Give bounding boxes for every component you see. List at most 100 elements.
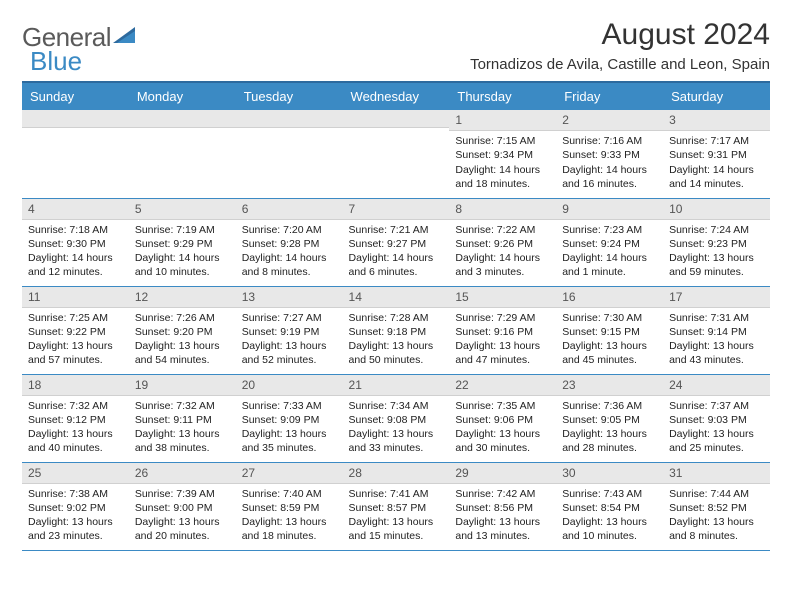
cell-body: Sunrise: 7:32 AMSunset: 9:12 PMDaylight:…	[22, 396, 129, 460]
cell-body: Sunrise: 7:27 AMSunset: 9:19 PMDaylight:…	[236, 308, 343, 372]
sunset-line: Sunset: 9:15 PM	[562, 325, 657, 339]
sunset-line: Sunset: 9:06 PM	[455, 413, 550, 427]
calendar-cell: 20 Sunrise: 7:33 AMSunset: 9:09 PMDayligh…	[236, 374, 343, 462]
day-number: 15	[449, 287, 556, 308]
daylight-line: Daylight: 13 hours and 52 minutes.	[242, 339, 337, 367]
daylight-line: Daylight: 13 hours and 15 minutes.	[349, 515, 444, 543]
day-number: 18	[22, 375, 129, 396]
column-header: Friday	[556, 82, 663, 110]
calendar-cell: 16Sunrise: 7:30 AMSunset: 9:15 PMDayligh…	[556, 286, 663, 374]
cell-body: Sunrise: 7:15 AMSunset: 9:34 PMDaylight:…	[449, 131, 556, 195]
sunset-line: Sunset: 9:31 PM	[669, 148, 764, 162]
calendar-table: SundayMondayTuesdayWednesdayThursdayFrid…	[22, 81, 770, 551]
logo-triangle-icon	[113, 25, 139, 50]
day-number: 20	[236, 375, 343, 396]
day-number: 28	[343, 463, 450, 484]
daylight-line: Daylight: 13 hours and 35 minutes.	[242, 427, 337, 455]
daylight-line: Daylight: 13 hours and 18 minutes.	[242, 515, 337, 543]
sunset-line: Sunset: 9:34 PM	[455, 148, 550, 162]
calendar-cell: 9Sunrise: 7:23 AMSunset: 9:24 PMDaylight…	[556, 198, 663, 286]
calendar-cell: 7Sunrise: 7:21 AMSunset: 9:27 PMDaylight…	[343, 198, 450, 286]
daylight-line: Daylight: 13 hours and 13 minutes.	[455, 515, 550, 543]
calendar-cell: 24Sunrise: 7:37 AMSunset: 9:03 PMDayligh…	[663, 374, 770, 462]
sunset-line: Sunset: 9:05 PM	[562, 413, 657, 427]
cell-body: Sunrise: 7:30 AMSunset: 9:15 PMDaylight:…	[556, 308, 663, 372]
sunrise-line: Sunrise: 7:38 AM	[28, 487, 123, 501]
cell-body: Sunrise: 7:31 AMSunset: 9:14 PMDaylight:…	[663, 308, 770, 372]
sunrise-line: Sunrise: 7:18 AM	[28, 223, 123, 237]
sunrise-line: Sunrise: 7:44 AM	[669, 487, 764, 501]
calendar-row: 25Sunrise: 7:38 AMSunset: 9:02 PMDayligh…	[22, 462, 770, 550]
calendar-cell: 15Sunrise: 7:29 AMSunset: 9:16 PMDayligh…	[449, 286, 556, 374]
title-block: August 2024 Tornadizos de Avila, Castill…	[470, 18, 770, 73]
sunrise-line: Sunrise: 7:40 AM	[242, 487, 337, 501]
sunrise-line: Sunrise: 7:26 AM	[135, 311, 230, 325]
daylight-line: Daylight: 13 hours and 38 minutes.	[135, 427, 230, 455]
cell-body: Sunrise: 7:16 AMSunset: 9:33 PMDaylight:…	[556, 131, 663, 195]
day-number: 3	[663, 110, 770, 131]
day-number: 27	[236, 463, 343, 484]
sunrise-line: Sunrise: 7:34 AM	[349, 399, 444, 413]
cell-body: Sunrise: 7:18 AMSunset: 9:30 PMDaylight:…	[22, 220, 129, 284]
location: Tornadizos de Avila, Castille and Leon, …	[470, 56, 770, 73]
sunset-line: Sunset: 9:19 PM	[242, 325, 337, 339]
calendar-row: 4Sunrise: 7:18 AMSunset: 9:30 PMDaylight…	[22, 198, 770, 286]
sunset-line: Sunset: 9:28 PM	[242, 237, 337, 251]
daylight-line: Daylight: 13 hours and 45 minutes.	[562, 339, 657, 367]
cell-body: Sunrise: 7:20 AMSunset: 9:28 PMDaylight:…	[236, 220, 343, 284]
sunset-line: Sunset: 9:09 PM	[242, 413, 337, 427]
logo-text-blue: Blue	[30, 46, 82, 77]
day-number: 9	[556, 199, 663, 220]
calendar-cell: 3Sunrise: 7:17 AMSunset: 9:31 PMDaylight…	[663, 110, 770, 198]
sunrise-line: Sunrise: 7:33 AM	[242, 399, 337, 413]
day-number: 6	[236, 199, 343, 220]
sunset-line: Sunset: 9:30 PM	[28, 237, 123, 251]
empty-day-header	[343, 110, 450, 128]
day-number: 5	[129, 199, 236, 220]
sunrise-line: Sunrise: 7:17 AM	[669, 134, 764, 148]
sunset-line: Sunset: 8:54 PM	[562, 501, 657, 515]
calendar-cell: 10Sunrise: 7:24 AMSunset: 9:23 PMDayligh…	[663, 198, 770, 286]
cell-body: Sunrise: 7:17 AMSunset: 9:31 PMDaylight:…	[663, 131, 770, 195]
cell-body: Sunrise: 7:43 AMSunset: 8:54 PMDaylight:…	[556, 484, 663, 548]
daylight-line: Daylight: 14 hours and 8 minutes.	[242, 251, 337, 279]
sunset-line: Sunset: 9:33 PM	[562, 148, 657, 162]
sunrise-line: Sunrise: 7:15 AM	[455, 134, 550, 148]
calendar-cell: 26Sunrise: 7:39 AMSunset: 9:00 PMDayligh…	[129, 462, 236, 550]
cell-body: Sunrise: 7:26 AMSunset: 9:20 PMDaylight:…	[129, 308, 236, 372]
cell-body: Sunrise: 7:25 AMSunset: 9:22 PMDaylight:…	[22, 308, 129, 372]
calendar-cell: 22Sunrise: 7:35 AMSunset: 9:06 PMDayligh…	[449, 374, 556, 462]
sunrise-line: Sunrise: 7:41 AM	[349, 487, 444, 501]
daylight-line: Daylight: 13 hours and 54 minutes.	[135, 339, 230, 367]
day-number: 26	[129, 463, 236, 484]
cell-body: Sunrise: 7:19 AMSunset: 9:29 PMDaylight:…	[129, 220, 236, 284]
calendar-cell	[236, 110, 343, 198]
sunset-line: Sunset: 9:29 PM	[135, 237, 230, 251]
daylight-line: Daylight: 13 hours and 57 minutes.	[28, 339, 123, 367]
calendar-cell: 18Sunrise: 7:32 AMSunset: 9:12 PMDayligh…	[22, 374, 129, 462]
day-number: 1	[449, 110, 556, 131]
calendar-cell	[129, 110, 236, 198]
cell-body: Sunrise: 7:44 AMSunset: 8:52 PMDaylight:…	[663, 484, 770, 548]
cell-body: Sunrise: 7:22 AMSunset: 9:26 PMDaylight:…	[449, 220, 556, 284]
sunset-line: Sunset: 9:18 PM	[349, 325, 444, 339]
sunset-line: Sunset: 9:22 PM	[28, 325, 123, 339]
sunset-line: Sunset: 9:14 PM	[669, 325, 764, 339]
day-number: 8	[449, 199, 556, 220]
cell-body: Sunrise: 7:34 AMSunset: 9:08 PMDaylight:…	[343, 396, 450, 460]
calendar-cell: 17Sunrise: 7:31 AMSunset: 9:14 PMDayligh…	[663, 286, 770, 374]
day-number: 2	[556, 110, 663, 131]
cell-body: Sunrise: 7:23 AMSunset: 9:24 PMDaylight:…	[556, 220, 663, 284]
calendar-cell: 1Sunrise: 7:15 AMSunset: 9:34 PMDaylight…	[449, 110, 556, 198]
calendar-cell: 6Sunrise: 7:20 AMSunset: 9:28 PMDaylight…	[236, 198, 343, 286]
calendar-header-row: SundayMondayTuesdayWednesdayThursdayFrid…	[22, 82, 770, 110]
daylight-line: Daylight: 13 hours and 40 minutes.	[28, 427, 123, 455]
day-number: 10	[663, 199, 770, 220]
calendar-cell: 8Sunrise: 7:22 AMSunset: 9:26 PMDaylight…	[449, 198, 556, 286]
calendar-cell: 13Sunrise: 7:27 AMSunset: 9:19 PMDayligh…	[236, 286, 343, 374]
daylight-line: Daylight: 13 hours and 23 minutes.	[28, 515, 123, 543]
calendar-cell: 29Sunrise: 7:42 AMSunset: 8:56 PMDayligh…	[449, 462, 556, 550]
calendar-row: 1Sunrise: 7:15 AMSunset: 9:34 PMDaylight…	[22, 110, 770, 198]
daylight-line: Daylight: 13 hours and 25 minutes.	[669, 427, 764, 455]
daylight-line: Daylight: 13 hours and 50 minutes.	[349, 339, 444, 367]
